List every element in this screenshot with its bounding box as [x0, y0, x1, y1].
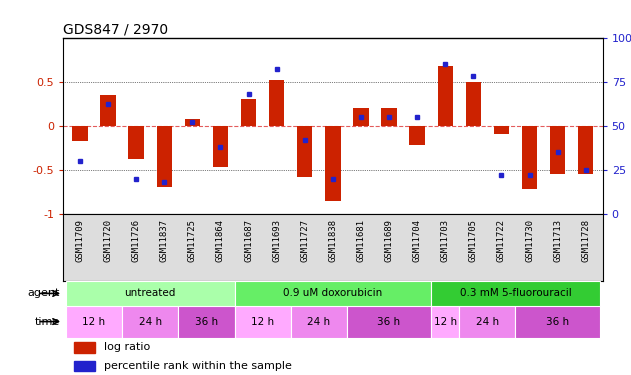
Bar — [578, 126, 594, 174]
Bar — [129, 126, 144, 159]
Bar — [325, 126, 341, 201]
Bar — [431, 281, 600, 306]
Text: 24 h: 24 h — [139, 316, 162, 327]
Text: 24 h: 24 h — [307, 316, 331, 327]
Text: GSM11722: GSM11722 — [497, 219, 506, 262]
Text: GSM11687: GSM11687 — [244, 219, 253, 262]
Text: 0.9 uM doxorubicin: 0.9 uM doxorubicin — [283, 288, 382, 298]
Text: GSM11730: GSM11730 — [525, 219, 534, 262]
Text: GSM11681: GSM11681 — [357, 219, 365, 262]
Text: GSM11726: GSM11726 — [132, 219, 141, 262]
Bar — [156, 126, 172, 188]
Text: time: time — [35, 316, 60, 327]
Bar — [185, 120, 200, 126]
Bar — [269, 80, 285, 126]
Text: GSM11725: GSM11725 — [188, 219, 197, 262]
Bar — [550, 126, 565, 174]
Text: GSM11864: GSM11864 — [216, 219, 225, 262]
Bar — [493, 126, 509, 135]
Bar — [347, 306, 431, 338]
Text: GSM11709: GSM11709 — [76, 219, 85, 262]
Bar — [74, 361, 95, 371]
Text: GSM11704: GSM11704 — [413, 219, 422, 262]
Bar — [74, 342, 95, 352]
Bar — [522, 126, 537, 189]
Text: 12 h: 12 h — [433, 316, 457, 327]
Text: log ratio: log ratio — [103, 342, 150, 352]
Bar — [516, 306, 600, 338]
Bar — [235, 281, 431, 306]
Bar — [353, 108, 369, 126]
Text: GSM11720: GSM11720 — [103, 219, 112, 262]
Bar — [410, 126, 425, 145]
Bar — [381, 108, 397, 126]
Bar — [66, 281, 235, 306]
Text: agent: agent — [28, 288, 60, 298]
Text: 12 h: 12 h — [83, 316, 105, 327]
Text: GSM11837: GSM11837 — [160, 219, 168, 262]
Text: GSM11689: GSM11689 — [384, 219, 394, 262]
Bar — [122, 306, 179, 338]
Text: GSM11713: GSM11713 — [553, 219, 562, 262]
Text: untreated: untreated — [124, 288, 176, 298]
Bar — [241, 99, 256, 126]
Text: GSM11703: GSM11703 — [440, 219, 450, 262]
Text: GSM11693: GSM11693 — [272, 219, 281, 262]
Bar — [100, 95, 115, 126]
Bar — [213, 126, 228, 167]
Bar — [66, 306, 122, 338]
Text: GDS847 / 2970: GDS847 / 2970 — [63, 22, 168, 36]
Text: 24 h: 24 h — [476, 316, 499, 327]
Text: GSM11727: GSM11727 — [300, 219, 309, 262]
Text: GSM11838: GSM11838 — [328, 219, 338, 262]
Bar — [291, 306, 347, 338]
Bar — [437, 66, 453, 126]
Bar — [297, 126, 312, 177]
Bar — [459, 306, 516, 338]
Text: 36 h: 36 h — [377, 316, 401, 327]
Text: 36 h: 36 h — [195, 316, 218, 327]
Bar — [431, 306, 459, 338]
Text: percentile rank within the sample: percentile rank within the sample — [103, 361, 292, 371]
Text: GSM11728: GSM11728 — [581, 219, 590, 262]
Text: GSM11705: GSM11705 — [469, 219, 478, 262]
Bar — [235, 306, 291, 338]
Bar — [179, 306, 235, 338]
Bar — [466, 82, 481, 126]
Text: 0.3 mM 5-fluorouracil: 0.3 mM 5-fluorouracil — [459, 288, 572, 298]
Bar — [72, 126, 88, 141]
Text: 12 h: 12 h — [251, 316, 274, 327]
Text: 36 h: 36 h — [546, 316, 569, 327]
